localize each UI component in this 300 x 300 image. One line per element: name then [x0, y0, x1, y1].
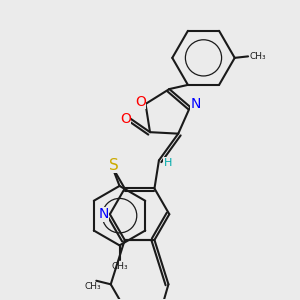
Text: CH₃: CH₃ — [111, 262, 128, 271]
Text: O: O — [120, 112, 131, 126]
Text: H: H — [164, 158, 172, 168]
Text: N: N — [191, 97, 201, 111]
Text: S: S — [109, 158, 118, 172]
Text: CH₃: CH₃ — [250, 52, 266, 61]
Text: CH₃: CH₃ — [84, 282, 101, 291]
Text: N: N — [98, 207, 109, 221]
Text: O: O — [135, 94, 146, 109]
